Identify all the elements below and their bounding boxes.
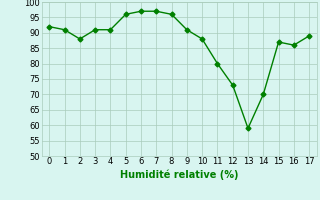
X-axis label: Humidité relative (%): Humidité relative (%): [120, 169, 238, 180]
